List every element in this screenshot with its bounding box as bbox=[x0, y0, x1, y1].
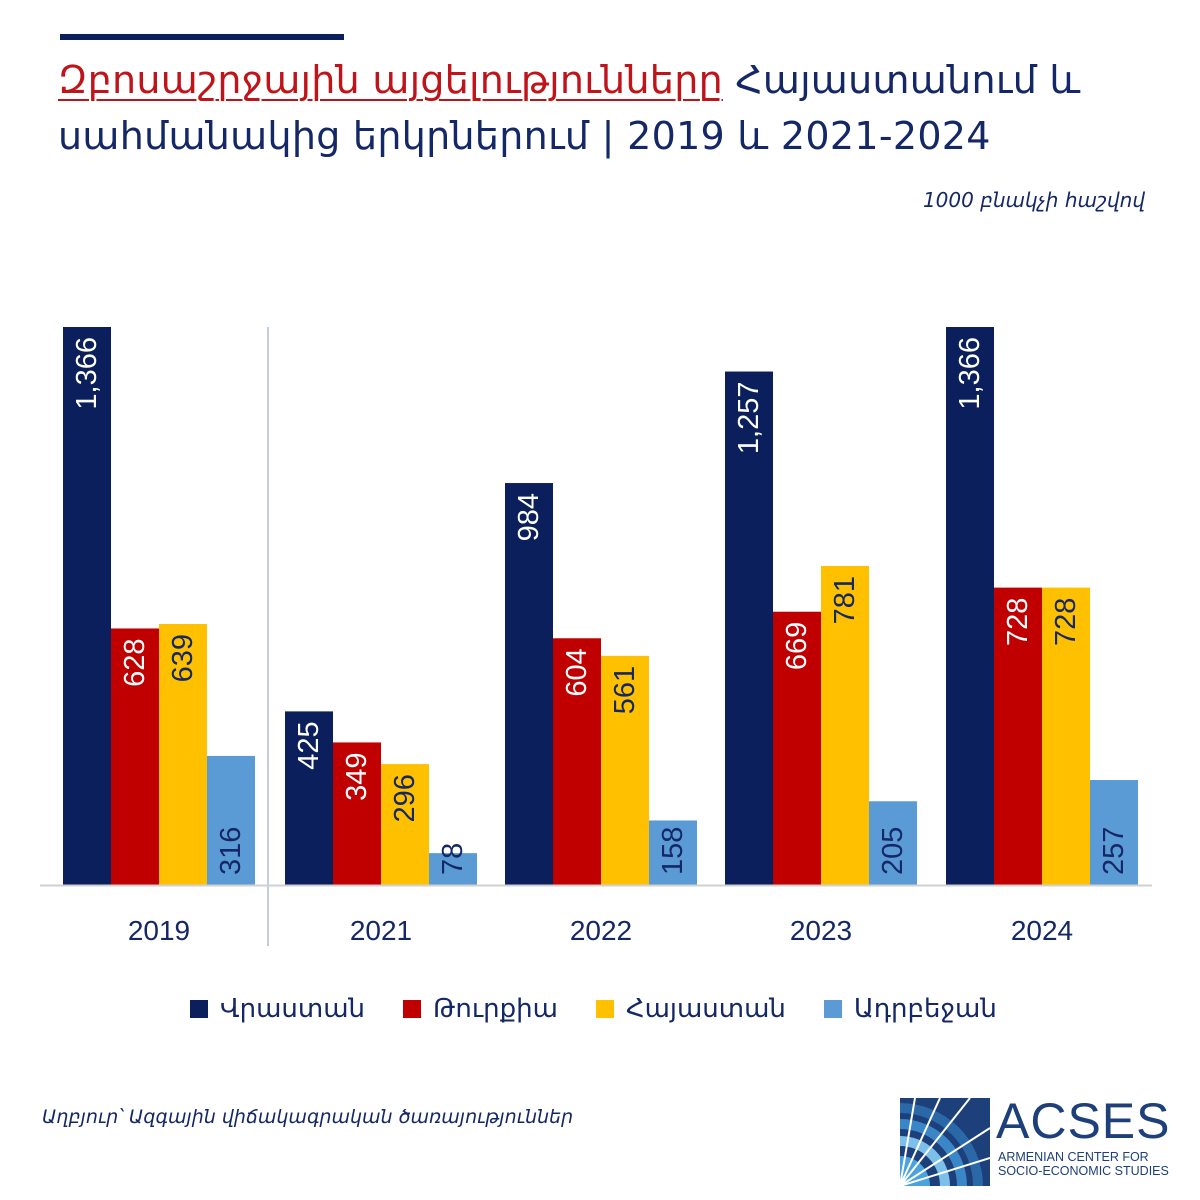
title-accent-bar bbox=[60, 34, 344, 40]
legend-item: Հայաստան bbox=[595, 994, 786, 1024]
legend-label: Հայաստան bbox=[625, 994, 786, 1024]
x-tick-label: 2023 bbox=[790, 915, 852, 946]
data-label: 628 bbox=[119, 638, 151, 686]
data-label: 728 bbox=[1002, 598, 1034, 646]
legend-swatch bbox=[595, 1000, 614, 1018]
bar bbox=[869, 801, 917, 885]
data-label: 1,366 bbox=[71, 337, 103, 410]
data-label: 205 bbox=[877, 827, 909, 875]
legend-item: Թուրքիա bbox=[403, 994, 558, 1024]
bar bbox=[63, 327, 111, 885]
x-tick-label: 2021 bbox=[350, 915, 412, 946]
x-tick-label: 2022 bbox=[570, 915, 632, 946]
logo-line2: SOCIO-ECONOMIC STUDIES bbox=[998, 1164, 1169, 1178]
legend-swatch bbox=[403, 1000, 421, 1018]
legend-label: Թուրքիա bbox=[433, 994, 558, 1024]
bar bbox=[381, 764, 429, 885]
chart-subtitle: 1000 բնակչի հաշվով bbox=[922, 188, 1145, 212]
data-label: 1,366 bbox=[954, 337, 986, 410]
bar bbox=[649, 820, 697, 885]
bar bbox=[773, 611, 821, 885]
bar bbox=[285, 711, 333, 885]
bar bbox=[725, 371, 773, 885]
legend-item: Ադրբեջան bbox=[823, 994, 997, 1024]
data-label: 296 bbox=[389, 774, 421, 822]
bar bbox=[1042, 587, 1090, 885]
data-label: 669 bbox=[781, 622, 813, 670]
data-label: 561 bbox=[609, 666, 641, 714]
legend-label: Վրաստան bbox=[220, 994, 365, 1024]
legend: Վրաստան Թուրքիա Հայաստան Ադրբեջան bbox=[190, 994, 997, 1024]
data-label: 781 bbox=[829, 576, 861, 624]
bar bbox=[159, 623, 207, 885]
data-label: 349 bbox=[341, 752, 373, 800]
data-label: 604 bbox=[561, 648, 593, 696]
bar bbox=[505, 483, 553, 885]
data-label: 984 bbox=[513, 493, 545, 541]
bar bbox=[111, 628, 159, 885]
bar bbox=[333, 742, 381, 885]
legend-label: Ադրբեջան bbox=[853, 994, 997, 1024]
bar bbox=[207, 755, 255, 885]
logo-name: ACSES bbox=[996, 1093, 1171, 1149]
data-label: 728 bbox=[1050, 598, 1082, 646]
logo-tagline: ARMENIAN CENTER FOR SOCIO-ECONOMIC STUDIE… bbox=[998, 1150, 1169, 1178]
data-label: 158 bbox=[657, 827, 689, 875]
data-label: 1,257 bbox=[733, 382, 765, 455]
title-rest: Հայաստանում և սահմանակից երկրներում | 20… bbox=[58, 58, 1081, 158]
legend-swatch bbox=[823, 1000, 842, 1018]
data-label: 425 bbox=[293, 721, 325, 769]
x-tick-label: 2024 bbox=[1011, 915, 1073, 946]
bar bbox=[553, 638, 601, 885]
bar bbox=[994, 587, 1042, 885]
title-highlight: Զբոսաշրջային այցելությունները bbox=[58, 58, 723, 102]
bar bbox=[429, 853, 477, 885]
data-label: 78 bbox=[437, 843, 469, 875]
bar bbox=[821, 565, 869, 885]
legend-item: Վրաստան bbox=[190, 994, 365, 1024]
logo-emblem-icon bbox=[900, 1098, 990, 1186]
data-label: 257 bbox=[1098, 827, 1130, 875]
x-tick-label: 2019 bbox=[128, 915, 190, 946]
chart-title: Զբոսաշրջային այցելությունները Հայաստանու… bbox=[58, 52, 1178, 164]
data-label: 316 bbox=[215, 827, 247, 875]
acses-logo: ACSES ARMENIAN CENTER FOR SOCIO-ECONOMIC … bbox=[900, 1093, 1180, 1186]
bar bbox=[601, 655, 649, 885]
legend-swatch bbox=[190, 1000, 208, 1018]
logo-line1: ARMENIAN CENTER FOR bbox=[998, 1150, 1149, 1164]
source-note: Աղբյուր՝ Ազգային վիճակագրական ծառայությո… bbox=[42, 1106, 574, 1128]
data-label: 639 bbox=[167, 634, 199, 682]
bar bbox=[1090, 780, 1138, 885]
bar bbox=[946, 327, 994, 885]
